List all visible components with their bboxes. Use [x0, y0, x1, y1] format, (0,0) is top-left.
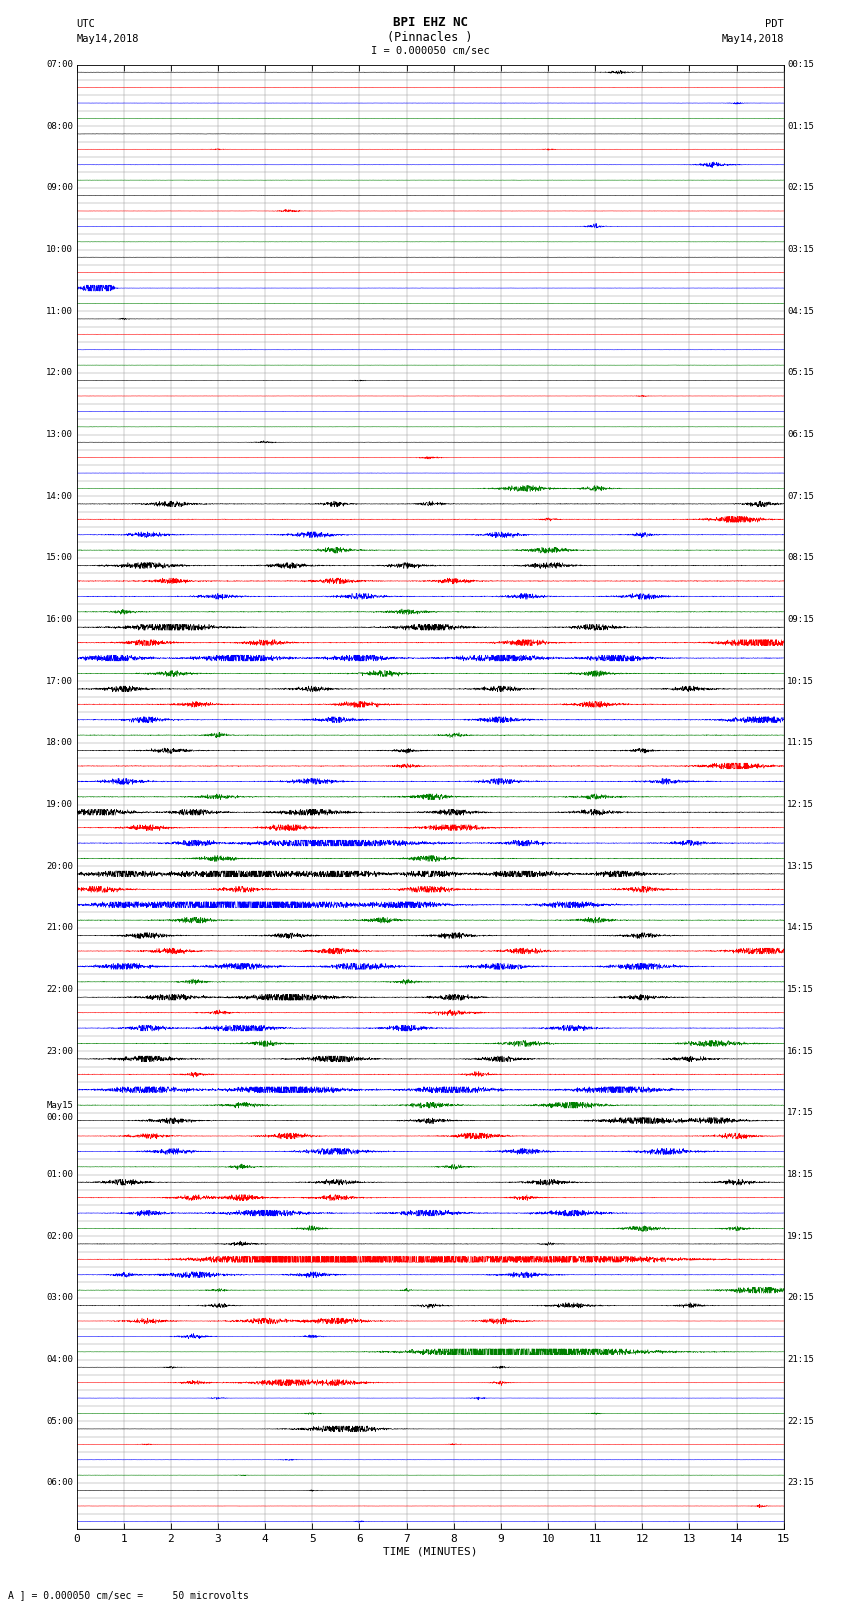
Text: 15:00: 15:00 [46, 553, 73, 563]
Text: 22:15: 22:15 [787, 1416, 814, 1426]
Text: 18:00: 18:00 [46, 739, 73, 747]
Text: I = 0.000050 cm/sec: I = 0.000050 cm/sec [371, 47, 490, 56]
Text: 12:00: 12:00 [46, 368, 73, 377]
Text: 02:15: 02:15 [787, 184, 814, 192]
Text: 21:15: 21:15 [787, 1355, 814, 1365]
Text: 07:15: 07:15 [787, 492, 814, 500]
Text: May14,2018: May14,2018 [76, 34, 139, 44]
Text: 09:15: 09:15 [787, 615, 814, 624]
Text: 23:15: 23:15 [787, 1479, 814, 1487]
Text: 19:00: 19:00 [46, 800, 73, 810]
Text: 17:15: 17:15 [787, 1108, 814, 1118]
Text: BPI EHZ NC: BPI EHZ NC [393, 16, 468, 29]
Text: 05:00: 05:00 [46, 1416, 73, 1426]
Text: 16:00: 16:00 [46, 615, 73, 624]
Text: 05:15: 05:15 [787, 368, 814, 377]
Text: 06:15: 06:15 [787, 431, 814, 439]
Text: 04:00: 04:00 [46, 1355, 73, 1365]
Text: 22:00: 22:00 [46, 986, 73, 994]
Text: 01:00: 01:00 [46, 1169, 73, 1179]
Text: 13:00: 13:00 [46, 431, 73, 439]
Text: 08:15: 08:15 [787, 553, 814, 563]
Text: 20:00: 20:00 [46, 861, 73, 871]
Text: 03:00: 03:00 [46, 1294, 73, 1302]
Text: 07:00: 07:00 [46, 60, 73, 69]
Text: 09:00: 09:00 [46, 184, 73, 192]
Text: 01:15: 01:15 [787, 121, 814, 131]
Text: 16:15: 16:15 [787, 1047, 814, 1055]
Text: 21:00: 21:00 [46, 923, 73, 932]
Text: 13:15: 13:15 [787, 861, 814, 871]
Text: UTC: UTC [76, 19, 95, 29]
Text: 10:15: 10:15 [787, 677, 814, 686]
Text: 06:00: 06:00 [46, 1479, 73, 1487]
Text: 20:15: 20:15 [787, 1294, 814, 1302]
Text: 11:15: 11:15 [787, 739, 814, 747]
Text: 04:15: 04:15 [787, 306, 814, 316]
Text: 23:00: 23:00 [46, 1047, 73, 1055]
Text: 02:00: 02:00 [46, 1232, 73, 1240]
Text: May15: May15 [46, 1100, 73, 1110]
Text: (Pinnacles ): (Pinnacles ) [388, 31, 473, 44]
Text: 10:00: 10:00 [46, 245, 73, 253]
Text: PDT: PDT [765, 19, 784, 29]
Text: 00:00: 00:00 [46, 1113, 73, 1123]
Text: 14:15: 14:15 [787, 923, 814, 932]
Text: 03:15: 03:15 [787, 245, 814, 253]
Text: 18:15: 18:15 [787, 1169, 814, 1179]
Text: 08:00: 08:00 [46, 121, 73, 131]
Text: 11:00: 11:00 [46, 306, 73, 316]
Text: 17:00: 17:00 [46, 677, 73, 686]
Text: 14:00: 14:00 [46, 492, 73, 500]
Text: 19:15: 19:15 [787, 1232, 814, 1240]
Text: May14,2018: May14,2018 [721, 34, 784, 44]
Text: 12:15: 12:15 [787, 800, 814, 810]
Text: A ] = 0.000050 cm/sec =     50 microvolts: A ] = 0.000050 cm/sec = 50 microvolts [8, 1590, 249, 1600]
Text: 15:15: 15:15 [787, 986, 814, 994]
X-axis label: TIME (MINUTES): TIME (MINUTES) [382, 1547, 478, 1557]
Text: 00:15: 00:15 [787, 60, 814, 69]
